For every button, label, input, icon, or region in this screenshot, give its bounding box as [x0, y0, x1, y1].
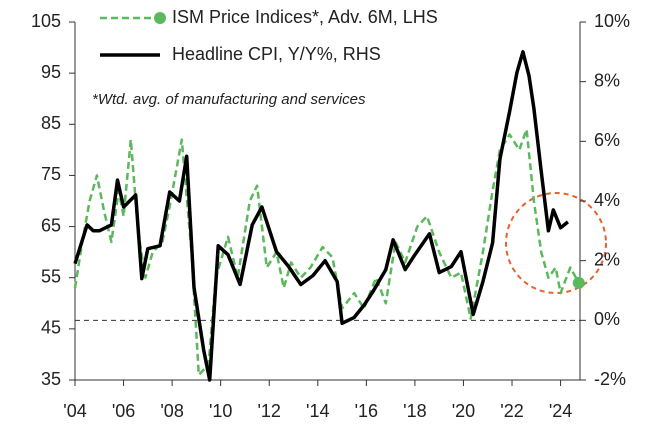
y-tick-label: 75 — [41, 164, 61, 184]
legend-marker — [154, 12, 166, 24]
annotation: *Wtd. avg. of manufacturing and services — [92, 91, 366, 108]
x-tick-label: '04 — [63, 401, 86, 421]
y2-tick-label: 0% — [594, 309, 620, 329]
x-tick-label: '20 — [452, 401, 475, 421]
series-line — [73, 128, 580, 377]
x-tick-label: '12 — [257, 401, 280, 421]
y2-tick-label: -2% — [594, 369, 626, 389]
legend-label: ISM Price Indices*, Adv. 6M, LHS — [172, 7, 438, 27]
legend-label: Headline CPI, Y/Y%, RHS — [172, 44, 381, 64]
y2-tick-label: 10% — [594, 11, 630, 31]
x-tick-label: '16 — [355, 401, 378, 421]
x-tick-label: '10 — [209, 401, 232, 421]
y2-tick-label: 6% — [594, 130, 620, 150]
y-tick-label: 35 — [41, 369, 61, 389]
y-tick-label: 65 — [41, 215, 61, 235]
highlight-circle — [505, 192, 607, 294]
x-tick-label: '14 — [306, 401, 329, 421]
end-marker — [572, 276, 585, 289]
y-tick-label: 85 — [41, 113, 61, 133]
y-tick-label: 105 — [31, 11, 61, 31]
x-tick-label: '24 — [549, 401, 572, 421]
series-line — [73, 50, 570, 382]
y-tick-label: 95 — [41, 62, 61, 82]
y2-tick-label: 2% — [594, 249, 620, 269]
x-tick-label: '08 — [160, 401, 183, 421]
y2-tick-label: 4% — [594, 190, 620, 210]
x-tick-label: '06 — [112, 401, 135, 421]
y-tick-label: 45 — [41, 318, 61, 338]
x-tick-label: '18 — [403, 401, 426, 421]
y2-tick-label: 8% — [594, 70, 620, 90]
x-tick-label: '22 — [500, 401, 523, 421]
y-tick-label: 55 — [41, 266, 61, 286]
